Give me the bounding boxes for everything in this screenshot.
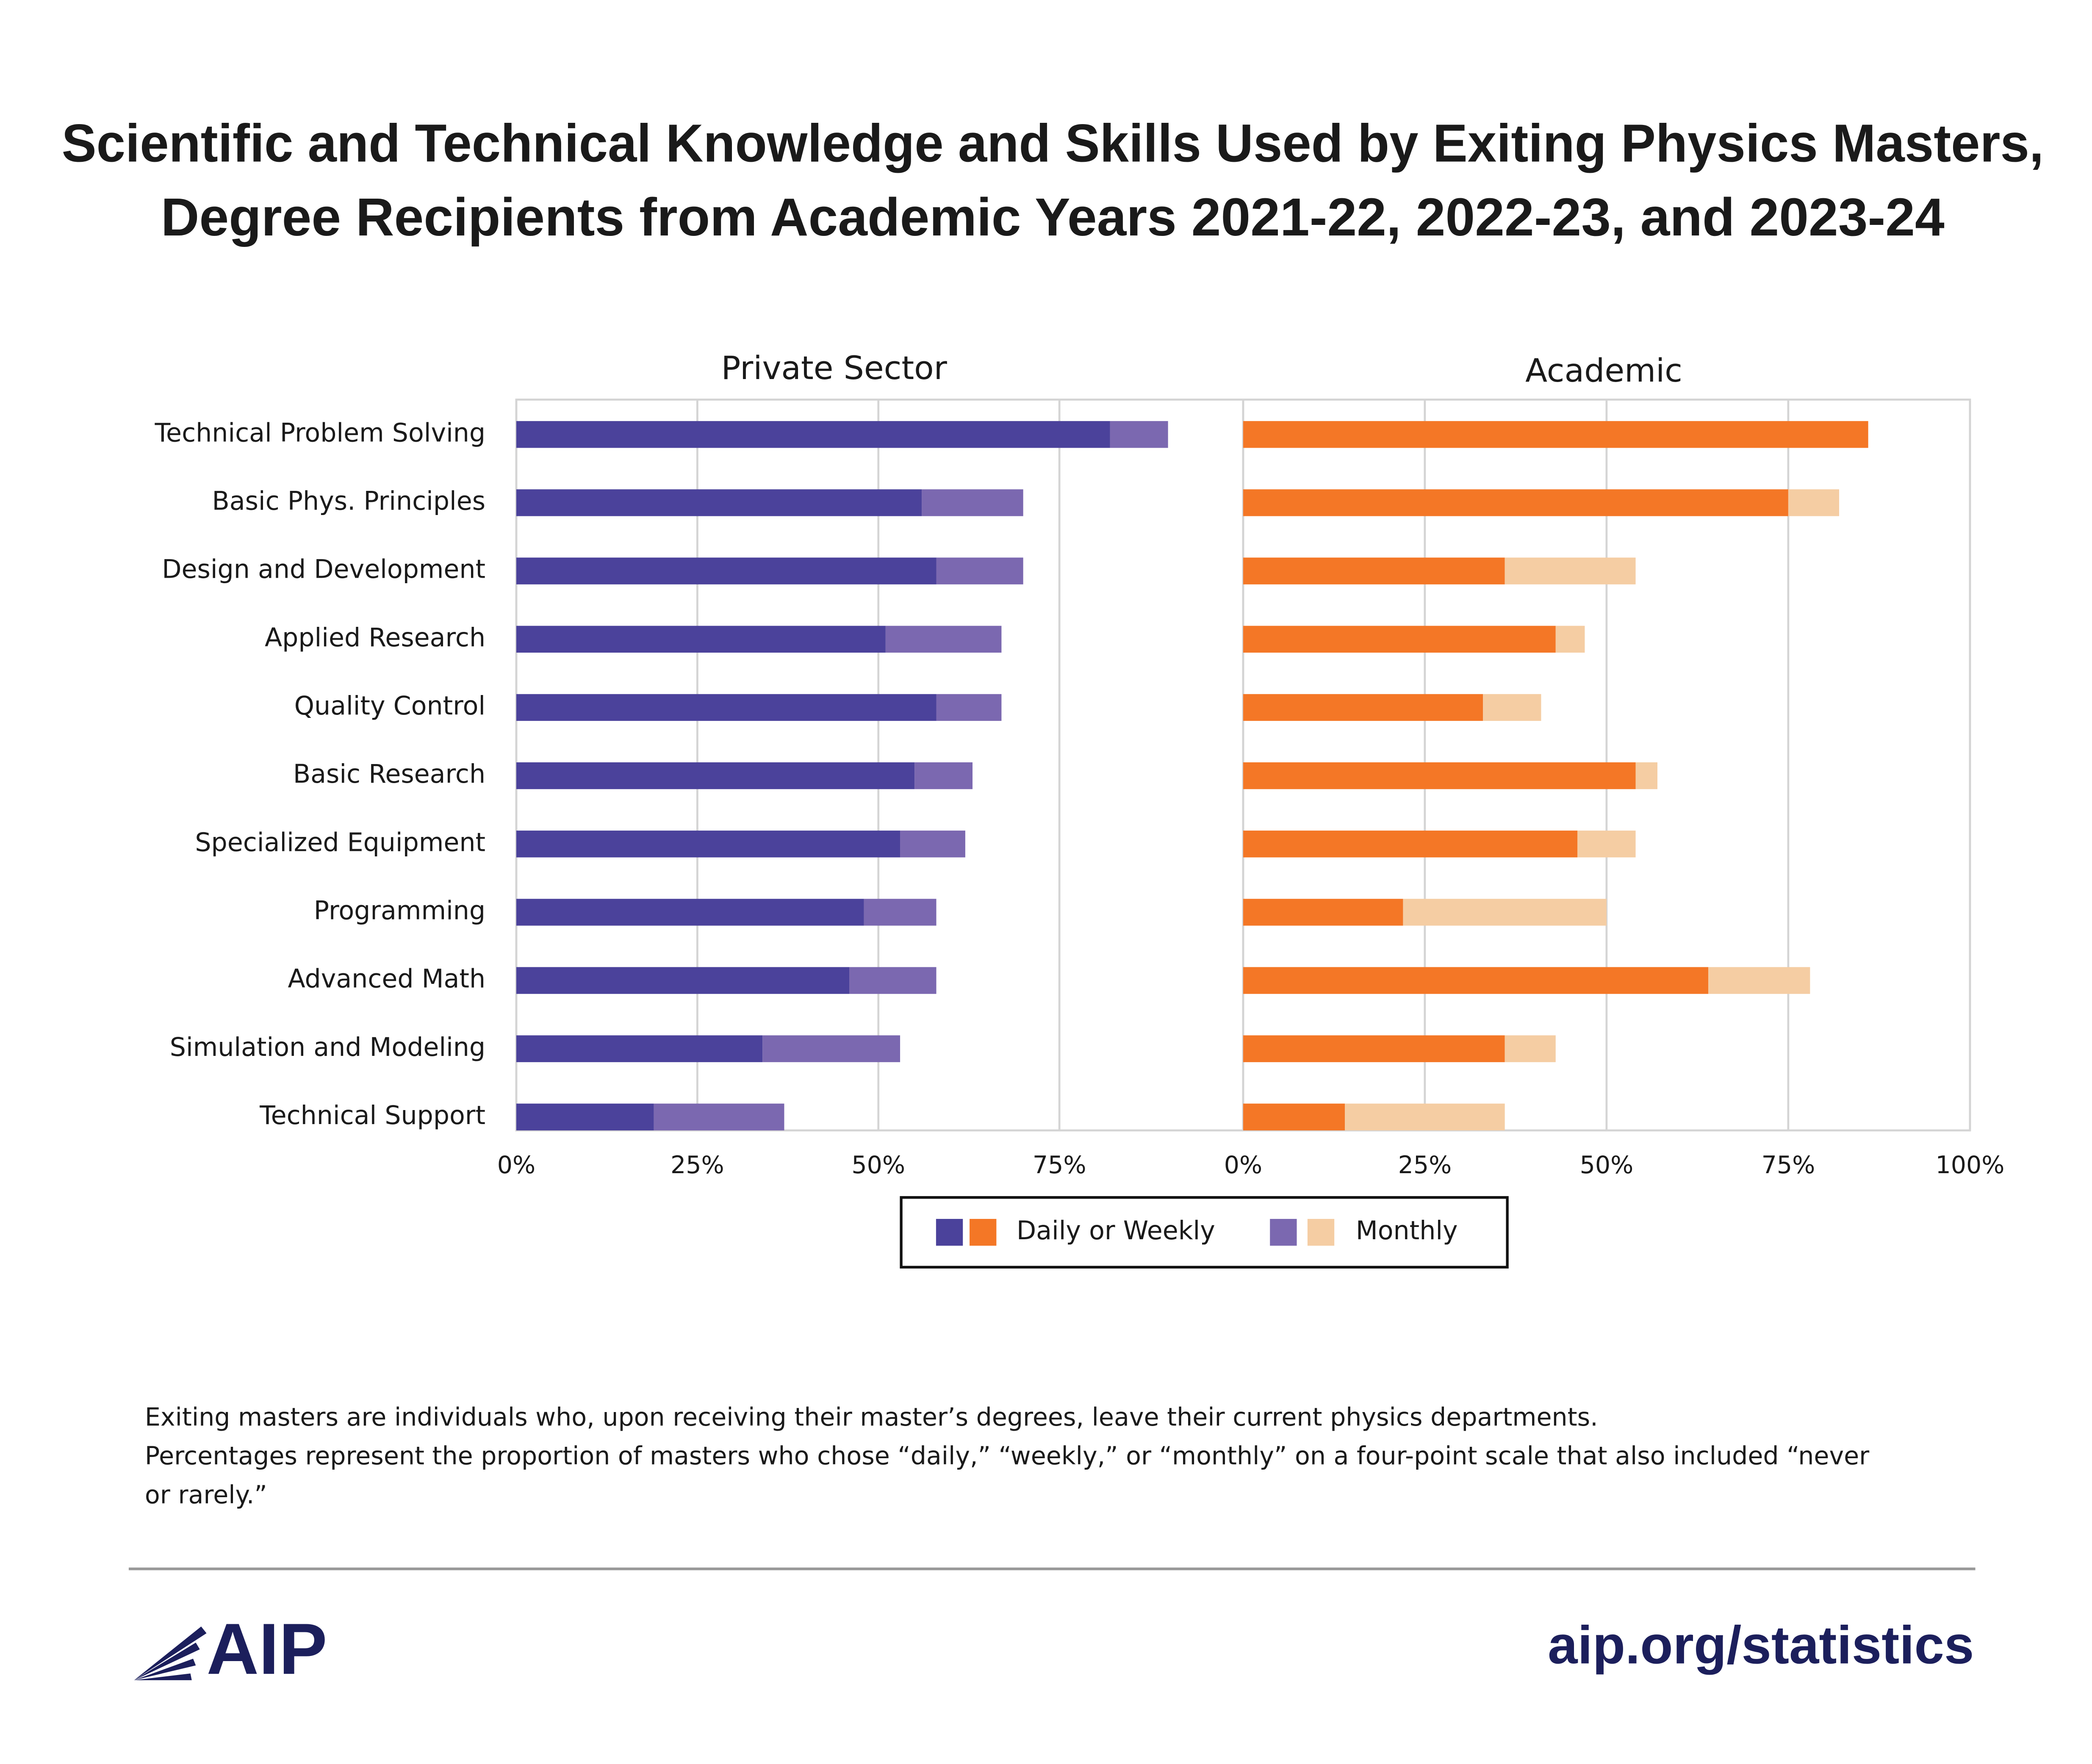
legend-box: [900, 1196, 1509, 1269]
chart-title: Degree Recipients from Academic Years 20…: [161, 187, 1945, 247]
y-tick-label: Quality Control: [294, 691, 485, 721]
y-tick-label: Basic Phys. Principles: [212, 487, 485, 516]
bar-segment: [885, 626, 1002, 653]
chart-title: Scientific and Technical Knowledge and S…: [62, 113, 2044, 173]
x-tick-label: 100%: [1935, 1151, 2004, 1179]
bar-segment: [1555, 626, 1585, 653]
bar-segment: [1243, 421, 1868, 448]
legend-swatch: [970, 1218, 997, 1246]
bar-segment: [864, 899, 937, 926]
bar-segment: [516, 557, 937, 584]
bar-segment: [936, 557, 1023, 584]
x-tick-label: 25%: [1398, 1151, 1452, 1179]
bar-segment: [1403, 899, 1607, 926]
bar-segment: [516, 967, 850, 994]
note: or rarely.”: [145, 1480, 267, 1509]
logo-mark: [134, 1626, 207, 1681]
bar-segment: [1505, 557, 1636, 584]
bar-segment: [1243, 1103, 1345, 1131]
legend-swatch: [1270, 1218, 1297, 1246]
logo-text: AIP: [207, 1609, 327, 1689]
y-tick-label: Basic Research: [293, 759, 485, 789]
y-tick-label: Design and Development: [162, 555, 485, 584]
bar-segment: [1243, 557, 1505, 584]
bar-segment: [914, 762, 973, 789]
bar-segment: [1243, 626, 1556, 653]
bar-segment: [1483, 694, 1541, 721]
bar-segment: [1243, 1035, 1505, 1062]
bar-segment: [900, 831, 965, 858]
bar-segment: [1243, 694, 1483, 721]
y-tick-label: Applied Research: [265, 623, 485, 653]
x-tick-label: 75%: [1762, 1151, 1815, 1179]
note: Percentages represent the proportion of …: [145, 1442, 1870, 1470]
legend-label: Monthly: [1356, 1216, 1458, 1246]
bar-segment: [922, 489, 1023, 516]
bar-segment: [516, 1103, 654, 1131]
legend-swatch: [936, 1218, 963, 1246]
bar-segment: [654, 1103, 784, 1131]
panel-title: Academic: [1525, 352, 1682, 389]
y-tick-label: Advanced Math: [288, 964, 485, 994]
y-tick-label: Technical Support: [259, 1101, 485, 1130]
bar-segment: [516, 899, 864, 926]
bar-segment: [516, 1035, 763, 1062]
x-tick-label: 25%: [671, 1151, 724, 1179]
y-tick-label: Specialized Equipment: [195, 828, 485, 857]
y-tick-label: Programming: [314, 896, 485, 925]
bar-segment: [1635, 762, 1658, 789]
bar-segment: [516, 762, 915, 789]
x-tick-label: 75%: [1033, 1151, 1086, 1179]
note: Exiting masters are individuals who, upo…: [145, 1403, 1598, 1432]
bar-segment: [849, 967, 937, 994]
bar-segment: [1243, 899, 1403, 926]
panel-title: Private Sector: [721, 349, 948, 387]
bar-segment: [516, 626, 886, 653]
bar-segment: [1788, 489, 1840, 516]
bar-segment: [1708, 967, 1810, 994]
bar-segment: [516, 694, 937, 721]
y-tick-label: Technical Problem Solving: [155, 418, 486, 448]
bar-segment: [1243, 967, 1709, 994]
bar-segment: [516, 831, 901, 858]
y-tick-label: Simulation and Modeling: [170, 1033, 485, 1062]
footer-url[interactable]: aip.org/statistics: [1548, 1615, 1974, 1675]
bar-segment: [516, 421, 1110, 448]
x-tick-label: 50%: [1580, 1151, 1634, 1179]
x-tick-label: 0%: [1224, 1151, 1262, 1179]
legend-swatch: [1307, 1218, 1335, 1246]
bar-segment: [1505, 1035, 1556, 1062]
bar-segment: [1577, 831, 1636, 858]
bar-segment: [1243, 489, 1788, 516]
bar-segment: [516, 489, 922, 516]
legend-label: Daily or Weekly: [1017, 1216, 1215, 1246]
x-tick-label: 0%: [497, 1151, 535, 1179]
x-tick-label: 50%: [851, 1151, 905, 1179]
bar-segment: [1243, 762, 1636, 789]
bar-segment: [936, 694, 1002, 721]
bar-segment: [1345, 1103, 1505, 1131]
bar-segment: [762, 1035, 901, 1062]
bar-segment: [1110, 421, 1168, 448]
bar-segment: [1243, 831, 1578, 858]
